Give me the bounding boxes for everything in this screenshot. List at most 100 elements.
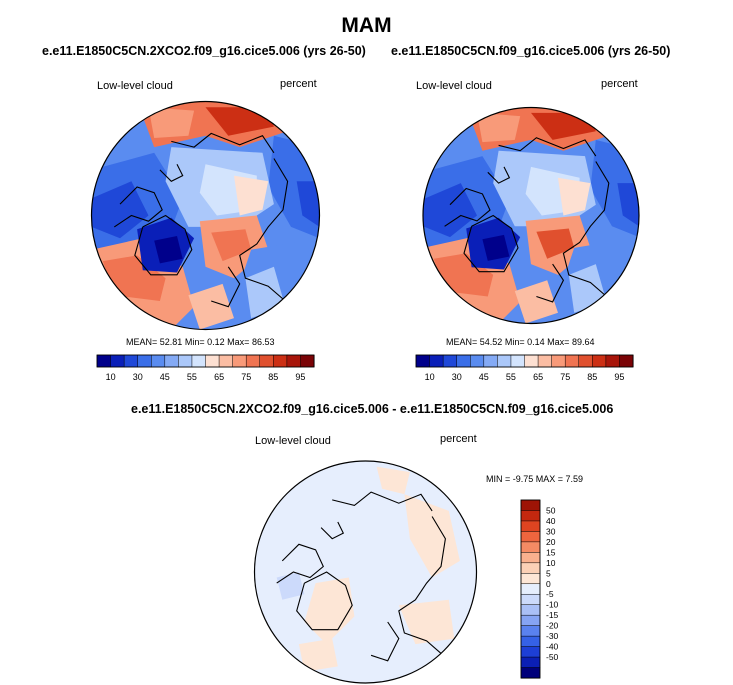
panel3-stats: MIN = -9.75 MAX = 7.59 [486, 474, 584, 484]
colorbar-cell [520, 499, 541, 512]
coastline [487, 166, 511, 184]
colorbar-tick-label: 95 [295, 372, 305, 382]
coastline [276, 543, 324, 584]
colorbar-tick-label: 30 [546, 526, 556, 536]
colorbar-cell [520, 573, 541, 585]
colorbar-cell [520, 604, 541, 616]
colorbar-tick-label: 40 [546, 516, 556, 526]
panel1-max-value: 86.53 [251, 337, 275, 347]
coastlines [276, 491, 446, 662]
panel2-title: e.e11.E1850C5CN.f09_g16.cice5.006 (yrs 2… [391, 44, 671, 58]
colorbar-tick-label: 55 [187, 372, 197, 382]
colorbar-tick-label: 65 [533, 372, 543, 382]
panel2-mean-value: 54.52 [479, 337, 503, 347]
panel2-max-value: 89.64 [571, 337, 595, 347]
figure-title: MAM [341, 14, 392, 37]
map3-border [253, 460, 478, 684]
colorbar-tick-label: 15 [546, 547, 556, 557]
colorbar-cell [520, 583, 541, 595]
coastlines [444, 137, 610, 303]
colorbar-cell [178, 354, 193, 368]
coastline [113, 186, 163, 228]
colorbar-tick-label: 75 [241, 372, 251, 382]
colorbar-cell [520, 625, 541, 637]
panel1-title: e.e11.E1850C5CN.2XCO2.f09_g16.cice5.006 … [42, 44, 366, 58]
map3-field [254, 461, 477, 683]
colorbar-cell [520, 614, 541, 627]
map2-field [423, 107, 639, 324]
field-region [91, 181, 149, 239]
colorbar-cell [442, 354, 458, 368]
coastline [398, 516, 446, 656]
coastline [370, 621, 400, 662]
colorbar-tick-label: 30 [452, 372, 462, 382]
panel2-variable-label: Low-level cloud [416, 80, 492, 92]
colorbar-cell [520, 510, 541, 522]
colorbar-cell [520, 656, 541, 669]
colorbar-tick-label: -40 [546, 642, 559, 652]
panel2-colorbar: 10 30 45 55 65 75 85 95 [415, 354, 634, 382]
panel1-min-label: Min= [184, 337, 205, 347]
field-region [148, 107, 195, 138]
coastline [332, 491, 433, 512]
coastline [444, 187, 491, 227]
colorbar-tick-label: 30 [133, 372, 143, 382]
colorbar-frame [415, 354, 634, 368]
colorbar-cell [300, 354, 315, 368]
colorbar-cell [137, 354, 152, 368]
colorbar-cell [218, 354, 234, 368]
colorbar-tick-label: 95 [614, 372, 624, 382]
field-region [188, 283, 234, 330]
panel2-units-label: percent [601, 78, 638, 90]
colorbar-cell [497, 354, 512, 368]
panel3-units-label: percent [440, 433, 477, 445]
colorbar-cell [415, 354, 431, 368]
colorbar-tick-label: 20 [546, 537, 556, 547]
colorbar-cell [537, 354, 553, 368]
panel2-min-value: 0.14 [527, 337, 545, 347]
field-region [536, 228, 575, 259]
coastline [296, 571, 353, 631]
colorbar-cell [96, 354, 112, 368]
panel1-mean-value: 52.81 [159, 337, 183, 347]
colorbar-cell [520, 635, 541, 648]
panel2-mean-label: MEAN= [446, 337, 478, 347]
panel1-max-label: Max= [227, 337, 250, 347]
coastline [562, 161, 610, 297]
coastline [171, 132, 275, 154]
colorbar-tick-label: -20 [546, 621, 559, 631]
colorbar-tick-label: -10 [546, 600, 559, 610]
colorbar-cell [564, 354, 580, 368]
colorbar-tick-label: -15 [546, 610, 559, 620]
coastline [463, 214, 519, 273]
colorbar-tick-label: 85 [268, 372, 278, 382]
colorbar-cell [578, 354, 593, 368]
colorbar-tick-label: 85 [587, 372, 597, 382]
field-region [234, 175, 269, 216]
colorbar-tick-label: -30 [546, 631, 559, 641]
colorbar-tick-label: 65 [214, 372, 224, 382]
colorbar-tick-label: 45 [479, 372, 489, 382]
colorbar-cell [205, 354, 220, 368]
field-region [154, 236, 183, 264]
field-region [558, 177, 591, 216]
colorbar-cell [520, 667, 541, 679]
colorbar-cell [619, 354, 634, 368]
field-region [514, 280, 558, 324]
field-region [404, 494, 460, 578]
colorbar-tick-label: 75 [560, 372, 570, 382]
panel1-variable-label: Low-level cloud [97, 80, 173, 92]
colorbar-cell [429, 354, 444, 368]
field-region [482, 234, 510, 261]
field-region [398, 599, 455, 645]
coastlines [113, 132, 289, 308]
colorbar-cell [520, 593, 541, 606]
colorbar-cell [592, 354, 607, 368]
colorbar-cell [520, 520, 541, 532]
coastline [239, 158, 289, 302]
colorbar-cell [273, 354, 288, 368]
map1-field [91, 101, 320, 330]
colorbar-frame [520, 499, 541, 679]
field-region [477, 112, 521, 143]
colorbar-cell [151, 354, 166, 368]
